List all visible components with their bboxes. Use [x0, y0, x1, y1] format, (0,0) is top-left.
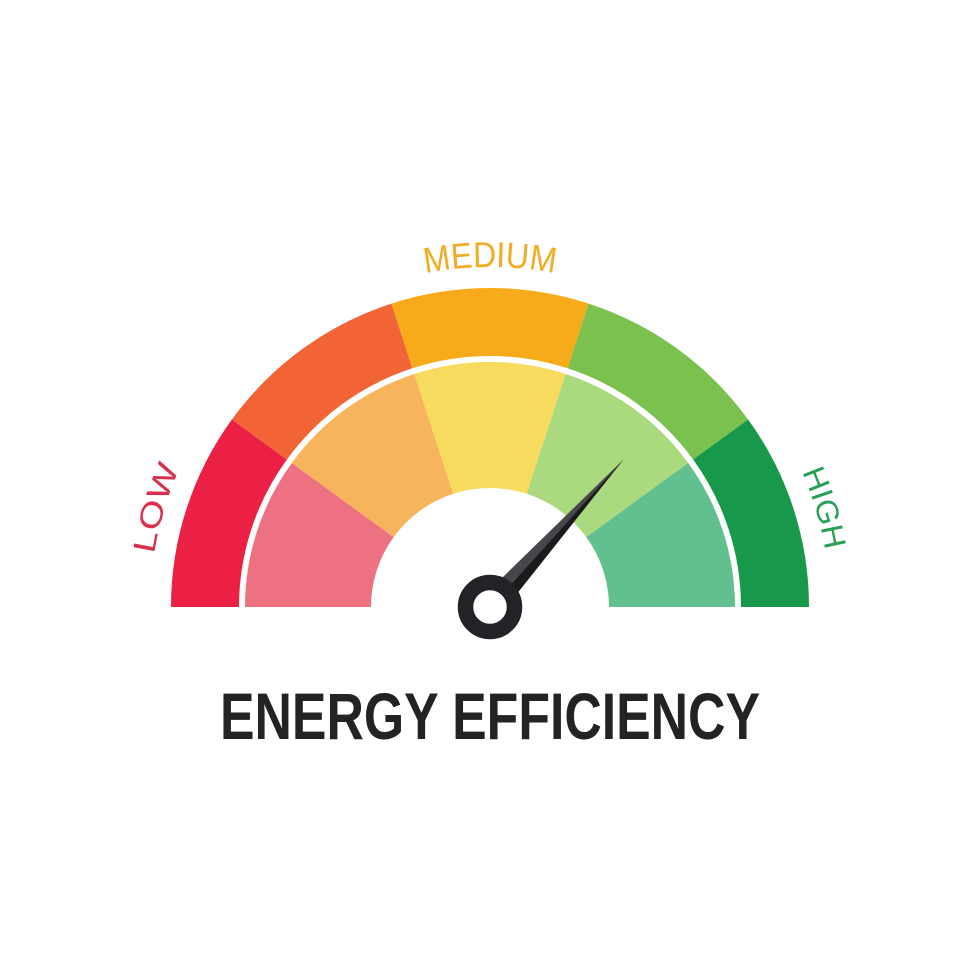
gauge-inner-ring — [245, 362, 735, 607]
needle-upper-face — [493, 459, 624, 594]
label-medium-text: MEDIUM — [420, 234, 559, 281]
outer-segment-red — [171, 419, 287, 607]
gauge-outer-ring — [171, 287, 809, 607]
inner-segment-light-green — [526, 374, 689, 538]
inner-segment-pink — [245, 463, 394, 607]
outer-segment-orange — [231, 303, 413, 460]
outer-segment-green — [567, 303, 749, 460]
label-high-text: HIGH — [796, 462, 853, 552]
label-low: LOW — [126, 457, 186, 555]
label-medium: MEDIUM — [420, 234, 559, 281]
inner-segment-sandy — [291, 374, 454, 538]
gauge-title: ENERGY EFFICIENCY — [220, 679, 760, 753]
gauge-needle — [457, 459, 624, 640]
outer-segment-amber — [391, 287, 589, 369]
label-low-text: LOW — [126, 457, 186, 555]
label-high: HIGH — [796, 462, 853, 552]
needle-hub — [457, 574, 523, 640]
inner-segment-yellow — [414, 362, 566, 494]
outer-segment-dark-green — [693, 419, 809, 607]
needle-lower-face — [502, 459, 624, 602]
inner-segment-seafoam — [586, 463, 735, 607]
